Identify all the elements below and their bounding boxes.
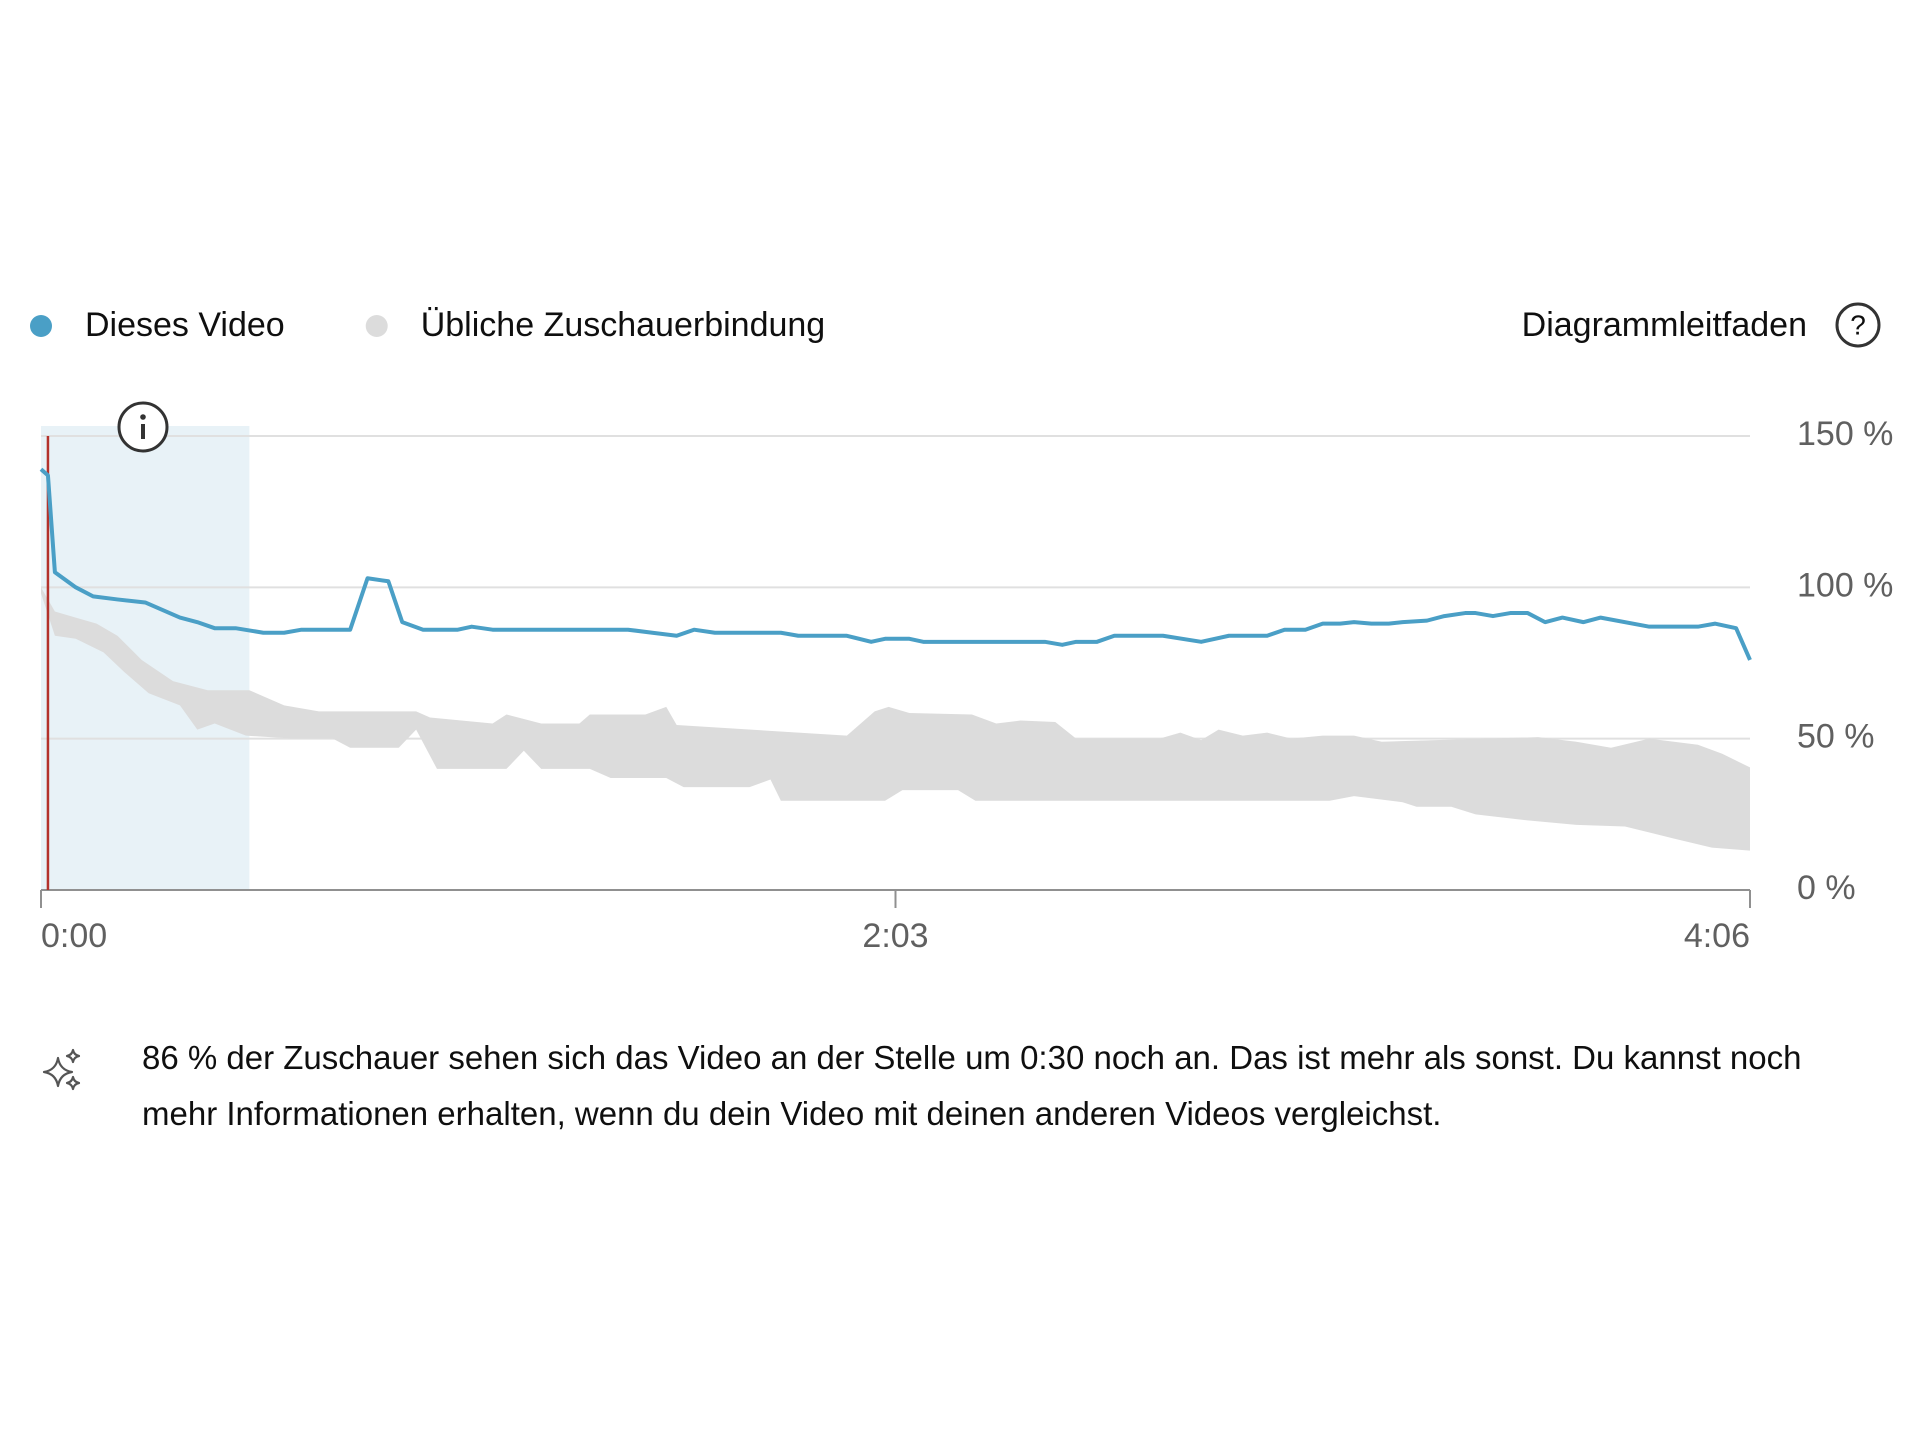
help-icon[interactable]: ? [1835,302,1881,348]
info-icon-dot [140,414,146,420]
retention-line [39,467,1752,661]
x-tick-label: 0:00 [41,917,107,955]
svg-text:?: ? [1850,309,1866,340]
guide-button[interactable]: Diagrammleitfaden [1522,306,1807,344]
insight-text: 86 % der Zuschauer sehen sich das Video … [142,1039,1802,1132]
legend-dot [30,315,52,337]
x-tick-label: 2:03 [862,917,928,955]
y-tick-label: 100 % [1797,566,1893,604]
highlight-region [41,426,250,890]
x-tick-label: 4:06 [1684,917,1750,955]
legend-label: Übliche Zuschauerbindung [421,306,825,344]
info-icon[interactable] [117,401,169,453]
legend-dot [365,315,388,337]
y-tick-label: 0 % [1797,869,1856,907]
y-tick-label: 50 % [1797,718,1875,756]
typical-retention-band [41,587,1750,851]
legend-label: Dieses Video [85,306,285,344]
sparkle-icon [42,1048,81,1091]
y-tick-label: 150 % [1797,415,1893,453]
